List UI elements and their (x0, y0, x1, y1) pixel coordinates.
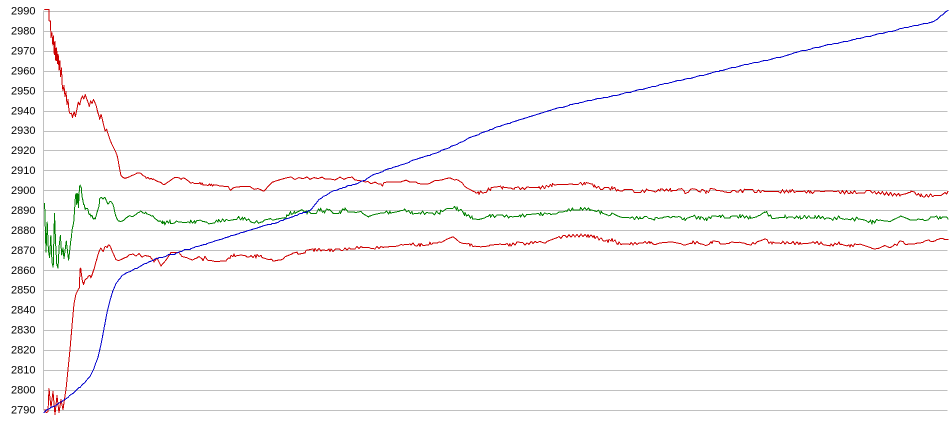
svg-text:2820: 2820 (11, 345, 35, 357)
svg-text:2990: 2990 (11, 6, 35, 18)
svg-text:2950: 2950 (11, 85, 35, 97)
svg-text:2850: 2850 (11, 285, 35, 297)
svg-text:2840: 2840 (11, 305, 35, 317)
svg-text:2860: 2860 (11, 265, 35, 277)
svg-text:2910: 2910 (11, 165, 35, 177)
svg-text:2830: 2830 (11, 325, 35, 337)
svg-text:2810: 2810 (11, 364, 35, 376)
svg-text:2900: 2900 (11, 185, 35, 197)
svg-text:2970: 2970 (11, 46, 35, 58)
svg-text:2980: 2980 (11, 26, 35, 38)
svg-text:2940: 2940 (11, 105, 35, 117)
svg-text:2890: 2890 (11, 205, 35, 217)
svg-text:2960: 2960 (11, 65, 35, 77)
svg-text:2870: 2870 (11, 245, 35, 257)
svg-text:2790: 2790 (11, 404, 35, 416)
svg-text:2880: 2880 (11, 225, 35, 237)
svg-text:2930: 2930 (11, 125, 35, 137)
svg-text:2800: 2800 (11, 384, 35, 396)
svg-text:2920: 2920 (11, 145, 35, 157)
